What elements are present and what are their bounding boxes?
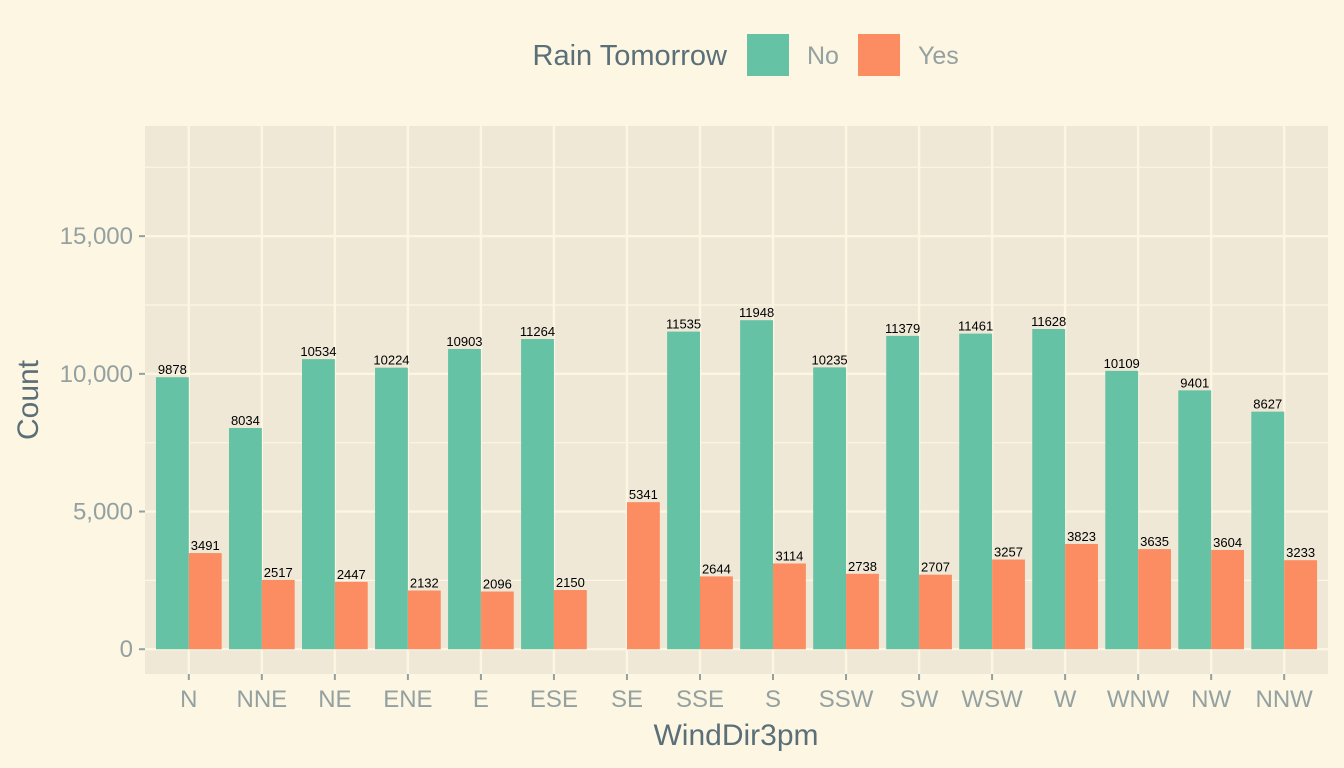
x-tick-label: E — [473, 686, 489, 713]
data-label: 3491 — [191, 538, 220, 553]
bar-no-nnw — [1251, 411, 1285, 650]
x-tick-label: ENE — [383, 686, 432, 713]
data-label: 3233 — [1286, 545, 1315, 560]
x-tick-label: NE — [318, 686, 351, 713]
x-tick-label: SSW — [819, 686, 874, 713]
bar-no-ne — [302, 359, 335, 650]
data-label: 3823 — [1067, 529, 1096, 544]
data-label: 11264 — [520, 324, 555, 339]
bar-yes-n — [188, 553, 222, 650]
data-label: 2132 — [410, 576, 439, 591]
data-label: 10109 — [1104, 356, 1140, 371]
bar-no-s — [740, 320, 774, 650]
data-label: 11628 — [1031, 314, 1066, 329]
data-label: 11379 — [885, 321, 920, 336]
legend-key-yes — [856, 32, 902, 78]
data-label: 9878 — [158, 362, 187, 377]
x-axis: N NNE NE ENE E ESE SE SSE S SSW SW WSW W WNW NW NNW — [180, 674, 1313, 713]
bar-no-nw — [1178, 390, 1212, 650]
x-tick-label: SE — [611, 686, 643, 713]
bar-yes-nne — [261, 579, 295, 650]
data-label: 10224 — [373, 353, 409, 368]
data-label: 2096 — [483, 576, 512, 591]
data-label: 9401 — [1180, 375, 1209, 390]
data-label: 3114 — [775, 548, 803, 563]
x-tick-label: NNW — [1256, 686, 1314, 713]
x-tick-label: ESE — [530, 686, 578, 713]
legend-label-yes: Yes — [918, 42, 959, 70]
bar-yes-e — [480, 591, 514, 650]
bar-no-ssw — [813, 367, 847, 650]
data-label: 8627 — [1253, 397, 1282, 412]
bar-no-nne — [228, 427, 262, 650]
bar-yes-nnw — [1284, 560, 1318, 650]
bar-no-n — [155, 377, 189, 650]
data-label: 2447 — [337, 567, 366, 582]
data-label: 10235 — [812, 352, 848, 367]
bar-no-ene — [375, 367, 408, 650]
x-tick-label: WSW — [961, 686, 1023, 713]
bar-no-ese — [521, 339, 554, 650]
bar-yes-wnw — [1138, 549, 1171, 650]
x-tick-label: N — [180, 686, 197, 713]
legend-label-no: No — [807, 42, 839, 70]
data-label: 2517 — [264, 565, 293, 580]
bar-yes-w — [1065, 543, 1098, 650]
y-tick-label: 15,000 — [60, 223, 133, 250]
y-axis-title: Count — [12, 359, 45, 440]
data-label: 11535 — [666, 317, 701, 332]
y-tick-label: 5,000 — [73, 499, 133, 526]
data-label: 11461 — [958, 319, 993, 334]
x-tick-label: SW — [900, 686, 939, 713]
x-tick-label: NNE — [237, 686, 288, 713]
data-label: 8034 — [231, 413, 260, 428]
bar-yes-ese — [553, 590, 587, 650]
x-tick-label: W — [1054, 686, 1077, 713]
data-label: 2644 — [702, 561, 731, 576]
bar-no-sse — [667, 331, 700, 650]
bar-no-wsw — [959, 333, 993, 650]
data-label: 3257 — [994, 545, 1023, 560]
x-tick-label: NW — [1191, 686, 1231, 713]
bar-yes-ene — [407, 590, 441, 650]
bar-yes-nw — [1211, 549, 1245, 650]
y-tick-label: 0 — [120, 636, 133, 663]
bar-yes-sw — [919, 574, 952, 650]
x-tick-label: WNW — [1107, 686, 1170, 713]
data-label: 2738 — [848, 559, 877, 574]
y-tick-label: 10,000 — [60, 361, 133, 388]
legend-items: No Yes — [745, 32, 959, 78]
bar-yes-ssw — [846, 573, 879, 650]
bar-yes-s — [773, 563, 806, 650]
bar-no-w — [1032, 329, 1066, 650]
data-label: 5341 — [629, 487, 658, 502]
data-label: 10534 — [300, 344, 336, 359]
data-label: 2707 — [921, 560, 950, 575]
bar-no-wnw — [1105, 370, 1139, 650]
x-tick-label: S — [765, 686, 781, 713]
data-label: 3635 — [1140, 534, 1169, 549]
bar-no-sw — [886, 335, 920, 650]
data-label: 11948 — [739, 305, 774, 320]
x-axis-title: WindDir3pm — [653, 719, 818, 752]
data-label: 2150 — [556, 575, 585, 590]
bars — [155, 320, 1318, 650]
bar-yes-se — [626, 502, 660, 650]
bar-yes-wsw — [992, 559, 1025, 650]
bar-yes-sse — [699, 576, 733, 650]
legend-title: Rain Tomorrow — [533, 40, 729, 72]
bar-value-labels: 9878 8034 10534 10224 10903 11264 11535 11948 10… — [158, 305, 1315, 591]
x-tick-label: SSE — [676, 686, 724, 713]
legend: Rain Tomorrow No Yes — [533, 32, 959, 78]
y-axis: 0 5,000 10,000 15,000 — [60, 223, 145, 663]
bar-yes-ne — [334, 581, 368, 650]
data-label: 3604 — [1213, 535, 1242, 550]
legend-key-no — [745, 32, 791, 78]
data-label: 10903 — [446, 334, 482, 349]
bar-no-e — [448, 348, 481, 650]
